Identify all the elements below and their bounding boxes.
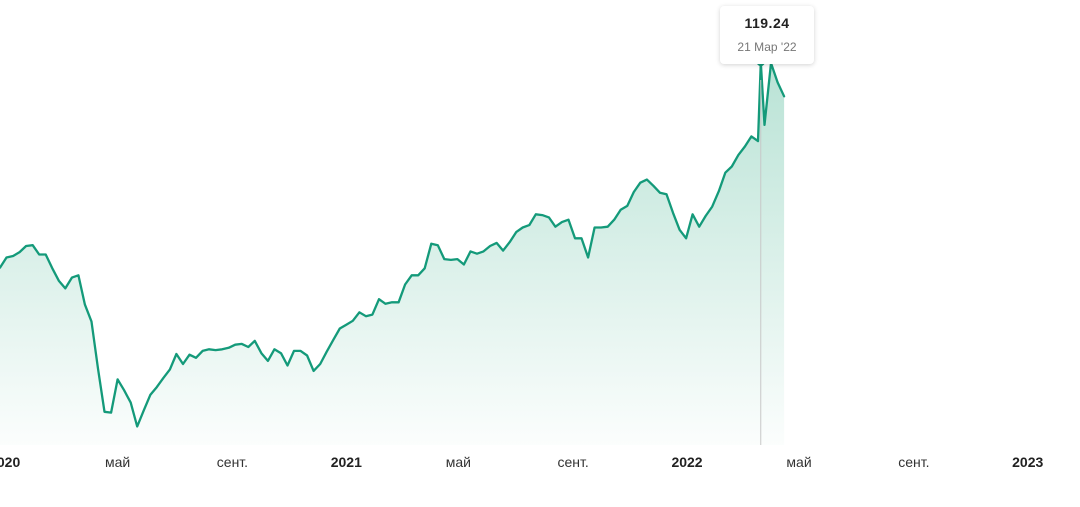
tooltip: 119.24 21 Мар '22 [720,6,814,64]
series-area-fill [0,62,785,445]
x-tick-label: сент. [898,454,929,470]
x-tick-label: сент. [217,454,248,470]
x-tick-label: 2020 [0,454,20,470]
plot-area [0,58,786,445]
x-tick-label: 2021 [331,454,362,470]
x-tick-label: 2023 [1012,454,1043,470]
x-tick-label: май [446,454,471,470]
x-axis: 2020 май сент. 2021 май сент. 2022 май сент. 2023 [0,454,1044,470]
series-line [0,61,786,428]
x-tick-label: май [105,454,130,470]
tooltip-date: 21 Мар '22 [737,40,797,54]
tooltip-value: 119.24 [744,15,790,31]
x-tick-label: сент. [557,454,588,470]
x-tick-label: 2022 [671,454,702,470]
x-tick-label: май [786,454,811,470]
